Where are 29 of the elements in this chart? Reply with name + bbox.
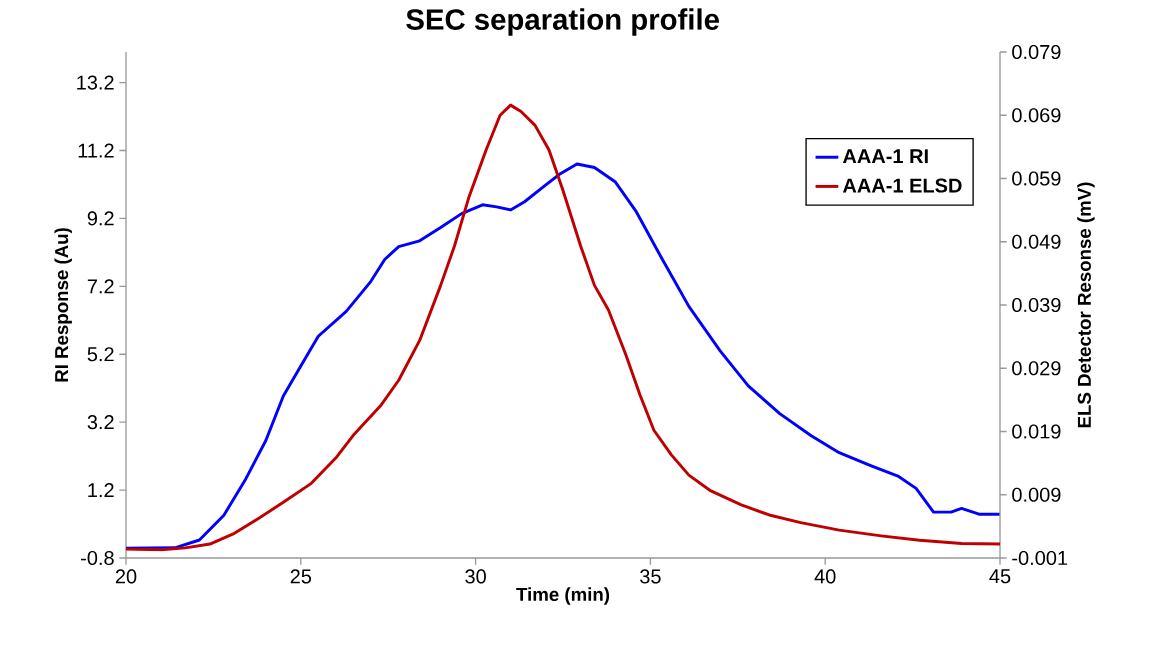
x-tick-label: 45 [989,569,1011,584]
y-tick-label: 7.2 [87,279,114,294]
y2-tick-label: 0.079 [1012,44,1061,60]
y2-tick-label: 0.029 [1012,361,1061,376]
x-tick-label: 20 [115,569,137,584]
x-axis-title: Time (min) [516,587,610,605]
x-tick-label: 30 [465,569,486,584]
y2-tick-label: 0.049 [1012,234,1061,249]
y2-tick-label: 0.009 [1012,487,1061,502]
x-tick-label: 35 [640,569,661,584]
y2-tick-label: 0.069 [1012,108,1061,123]
y2-tick-label: 0.019 [1012,424,1061,439]
y2-axis-title: ELS Detector Resonse (mV) [1077,182,1095,428]
y-tick-label: -0.8 [81,550,114,566]
y-tick-label: 5.2 [87,347,114,362]
y-tick-label: 11.2 [78,143,114,158]
x-tick-label: 25 [290,569,312,584]
chart-title: SEC separation profile [406,8,719,36]
y2-tick-label: 0.059 [1012,171,1061,186]
y-tick-label: 9.2 [87,211,114,226]
y-tick-label: 1.2 [88,483,114,498]
y-tick-label: 3.2 [87,415,114,430]
legend-label: AAA-1 ELSD [842,178,962,193]
y2-tick-label: -0.001 [1012,550,1068,566]
legend-label: AAA-1 RI [842,149,928,164]
y-tick-label: 13.2 [77,75,114,90]
y2-tick-label: 0.039 [1012,297,1061,313]
y-axis-title: RI Response (Au) [54,228,72,382]
x-tick-label: 40 [814,569,836,584]
